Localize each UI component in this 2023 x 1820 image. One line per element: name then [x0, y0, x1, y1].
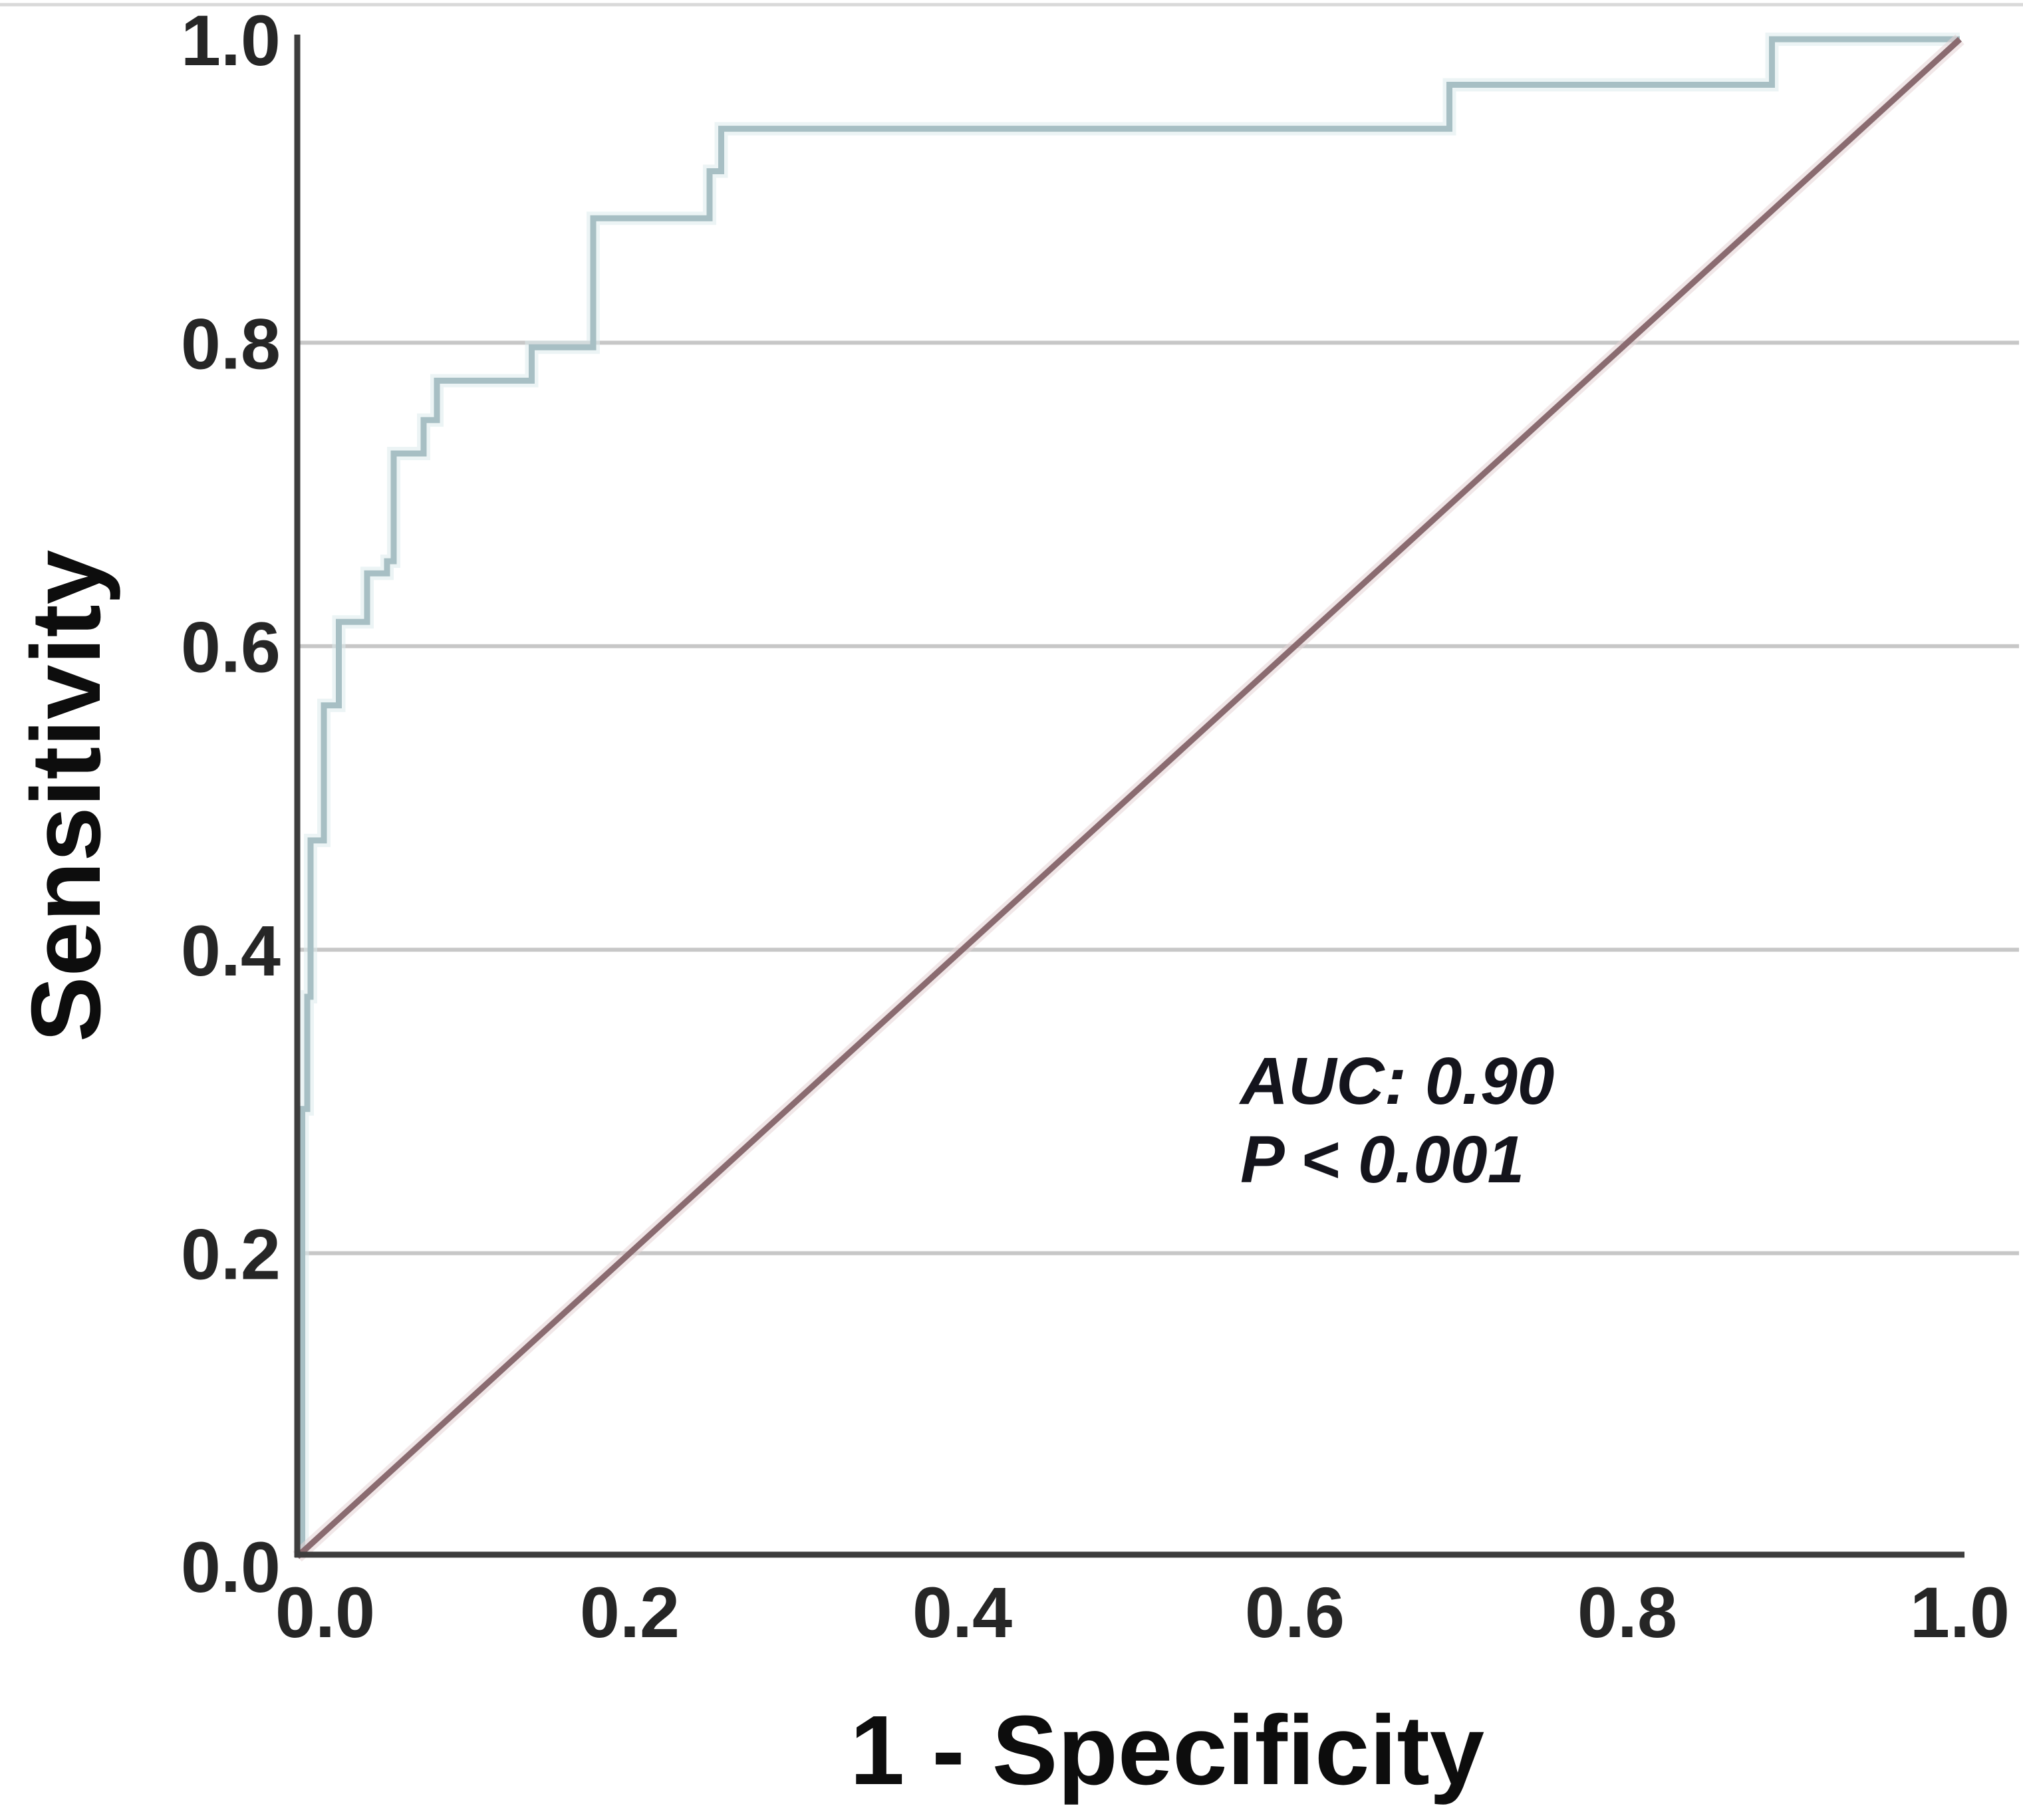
gridlines	[297, 340, 2019, 1255]
reference-diagonal	[295, 37, 1962, 1559]
y-tick-label-1.0: 1.0	[181, 0, 281, 80]
y-tick-label-0.8: 0.8	[181, 303, 281, 384]
x-axis-title: 1 - Specificity	[850, 1696, 1484, 1805]
y-tick-label-0.0: 0.0	[181, 1527, 281, 1607]
y-axis-title: Sensitivity	[11, 550, 121, 1042]
x-tick-label-0.4: 0.4	[912, 1572, 1012, 1652]
x-tick-label-0.0: 0.0	[275, 1572, 375, 1652]
y-tick-labels: 0.0 0.2 0.4 0.6 0.8 1.0	[181, 0, 281, 1607]
x-tick-label-0.2: 0.2	[580, 1572, 680, 1652]
annotation-auc: AUC: 0.90	[1238, 1044, 1554, 1118]
annotation-pvalue: P < 0.001	[1240, 1122, 1524, 1197]
axes	[294, 35, 1964, 1558]
x-tick-label-1.0: 1.0	[1910, 1572, 2010, 1652]
series-layer	[293, 33, 1964, 1562]
y-tick-label-0.2: 0.2	[181, 1214, 281, 1294]
y-tick-label-0.4: 0.4	[181, 910, 281, 991]
y-tick-label-0.6: 0.6	[181, 607, 281, 688]
x-tick-label-0.8: 0.8	[1577, 1572, 1677, 1652]
roc-curve	[299, 36, 1960, 1557]
x-tick-labels: 0.0 0.2 0.4 0.6 0.8 1.0	[275, 1572, 2010, 1652]
x-tick-label-0.6: 0.6	[1245, 1572, 1345, 1652]
